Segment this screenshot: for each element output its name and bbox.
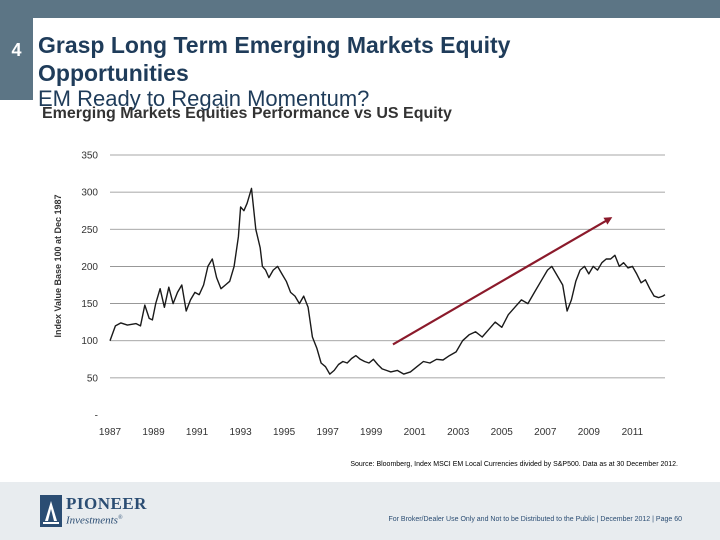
x-tick-label: 1999 xyxy=(360,427,383,438)
footer-disclaimer: For Broker/Dealer Use Only and Not to be… xyxy=(388,516,682,523)
chart-grid xyxy=(110,154,665,379)
slide-subtitle: EM Ready to Regain Momentum? xyxy=(38,86,370,111)
chart-axes: - 50 100 150 200 250 300 350 1987 1989 1991 1993 199… xyxy=(81,151,643,439)
y-tick-label: 100 xyxy=(81,336,98,347)
x-tick-label: 1987 xyxy=(99,427,122,438)
trend-arrow xyxy=(392,217,613,346)
y-axis-label: Index Value Base 100 at Dec 1987 xyxy=(53,194,63,337)
x-tick-label: 2001 xyxy=(404,427,427,438)
footer-bar xyxy=(0,482,720,540)
x-tick-label: 2005 xyxy=(491,427,514,438)
y-tick-label: 250 xyxy=(81,225,98,236)
y-tick-label: 150 xyxy=(81,299,98,310)
logo-name: PIONEER xyxy=(66,493,147,513)
x-tick-label: 1995 xyxy=(273,427,296,438)
source-note: Source: Bloomberg, Index MSCI EM Local C… xyxy=(350,461,678,468)
x-tick-label: 1991 xyxy=(186,427,209,438)
y-tick-label: 50 xyxy=(87,373,99,384)
header-bar xyxy=(0,0,720,18)
performance-chart: - 50 100 150 200 250 300 350 1987 1989 1991 1993 199… xyxy=(53,151,666,439)
pioneer-logo: PIONEER Investments® xyxy=(40,495,147,527)
x-tick-label: 1989 xyxy=(142,427,165,438)
chart-series xyxy=(109,187,666,375)
x-tick-label: 2003 xyxy=(447,427,470,438)
x-tick-label: 2009 xyxy=(578,427,601,438)
y-tick-label: 200 xyxy=(81,262,98,273)
slide-number: 4 xyxy=(11,40,22,60)
series-line xyxy=(109,187,666,375)
pioneer-logo-icon xyxy=(40,495,62,527)
x-tick-label: 2011 xyxy=(622,427,644,438)
logo-sub-text: Investments xyxy=(66,514,118,527)
y-tick-label: 350 xyxy=(81,151,98,162)
logo-tm: ® xyxy=(117,514,123,521)
y-tick-label: - xyxy=(95,411,98,422)
logo-sub: Investments® xyxy=(66,512,147,527)
slide-number-box xyxy=(0,18,33,100)
slide-title-line-1: Grasp Long Term Emerging Markets Equity xyxy=(38,32,511,58)
chart-title: Emerging Markets Equities Performance vs… xyxy=(42,105,452,122)
slide-title: Grasp Long Term Emerging Markets Equity … xyxy=(38,31,510,87)
x-tick-label: 2007 xyxy=(534,427,557,438)
slide-title-line-2: Opportunities xyxy=(38,60,189,86)
x-tick-label: 1997 xyxy=(317,427,340,438)
x-tick-label: 1993 xyxy=(229,427,252,438)
chart-annotations xyxy=(392,217,613,346)
y-tick-label: 300 xyxy=(81,188,98,199)
pioneer-logo-text: PIONEER Investments® xyxy=(66,493,147,527)
